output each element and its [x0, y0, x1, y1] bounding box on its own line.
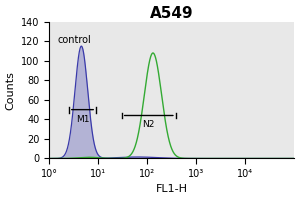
Text: control: control [58, 35, 92, 45]
Text: M1: M1 [76, 115, 89, 124]
Title: A549: A549 [150, 6, 194, 21]
X-axis label: FL1-H: FL1-H [156, 184, 188, 194]
Y-axis label: Counts: Counts [6, 71, 16, 110]
Text: N2: N2 [142, 120, 155, 129]
